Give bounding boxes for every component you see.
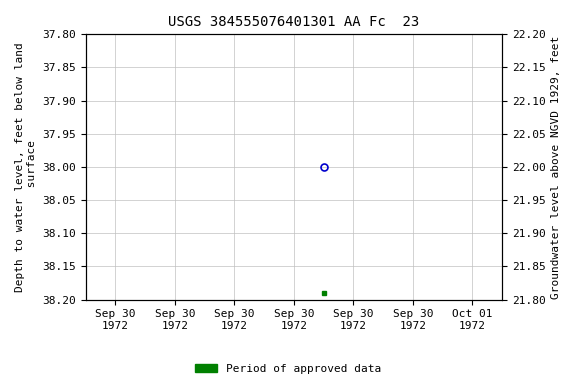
- Legend: Period of approved data: Period of approved data: [191, 359, 385, 379]
- Y-axis label: Groundwater level above NGVD 1929, feet: Groundwater level above NGVD 1929, feet: [551, 35, 561, 298]
- Title: USGS 384555076401301 AA Fc  23: USGS 384555076401301 AA Fc 23: [168, 15, 419, 29]
- Y-axis label: Depth to water level, feet below land
 surface: Depth to water level, feet below land su…: [15, 42, 37, 292]
